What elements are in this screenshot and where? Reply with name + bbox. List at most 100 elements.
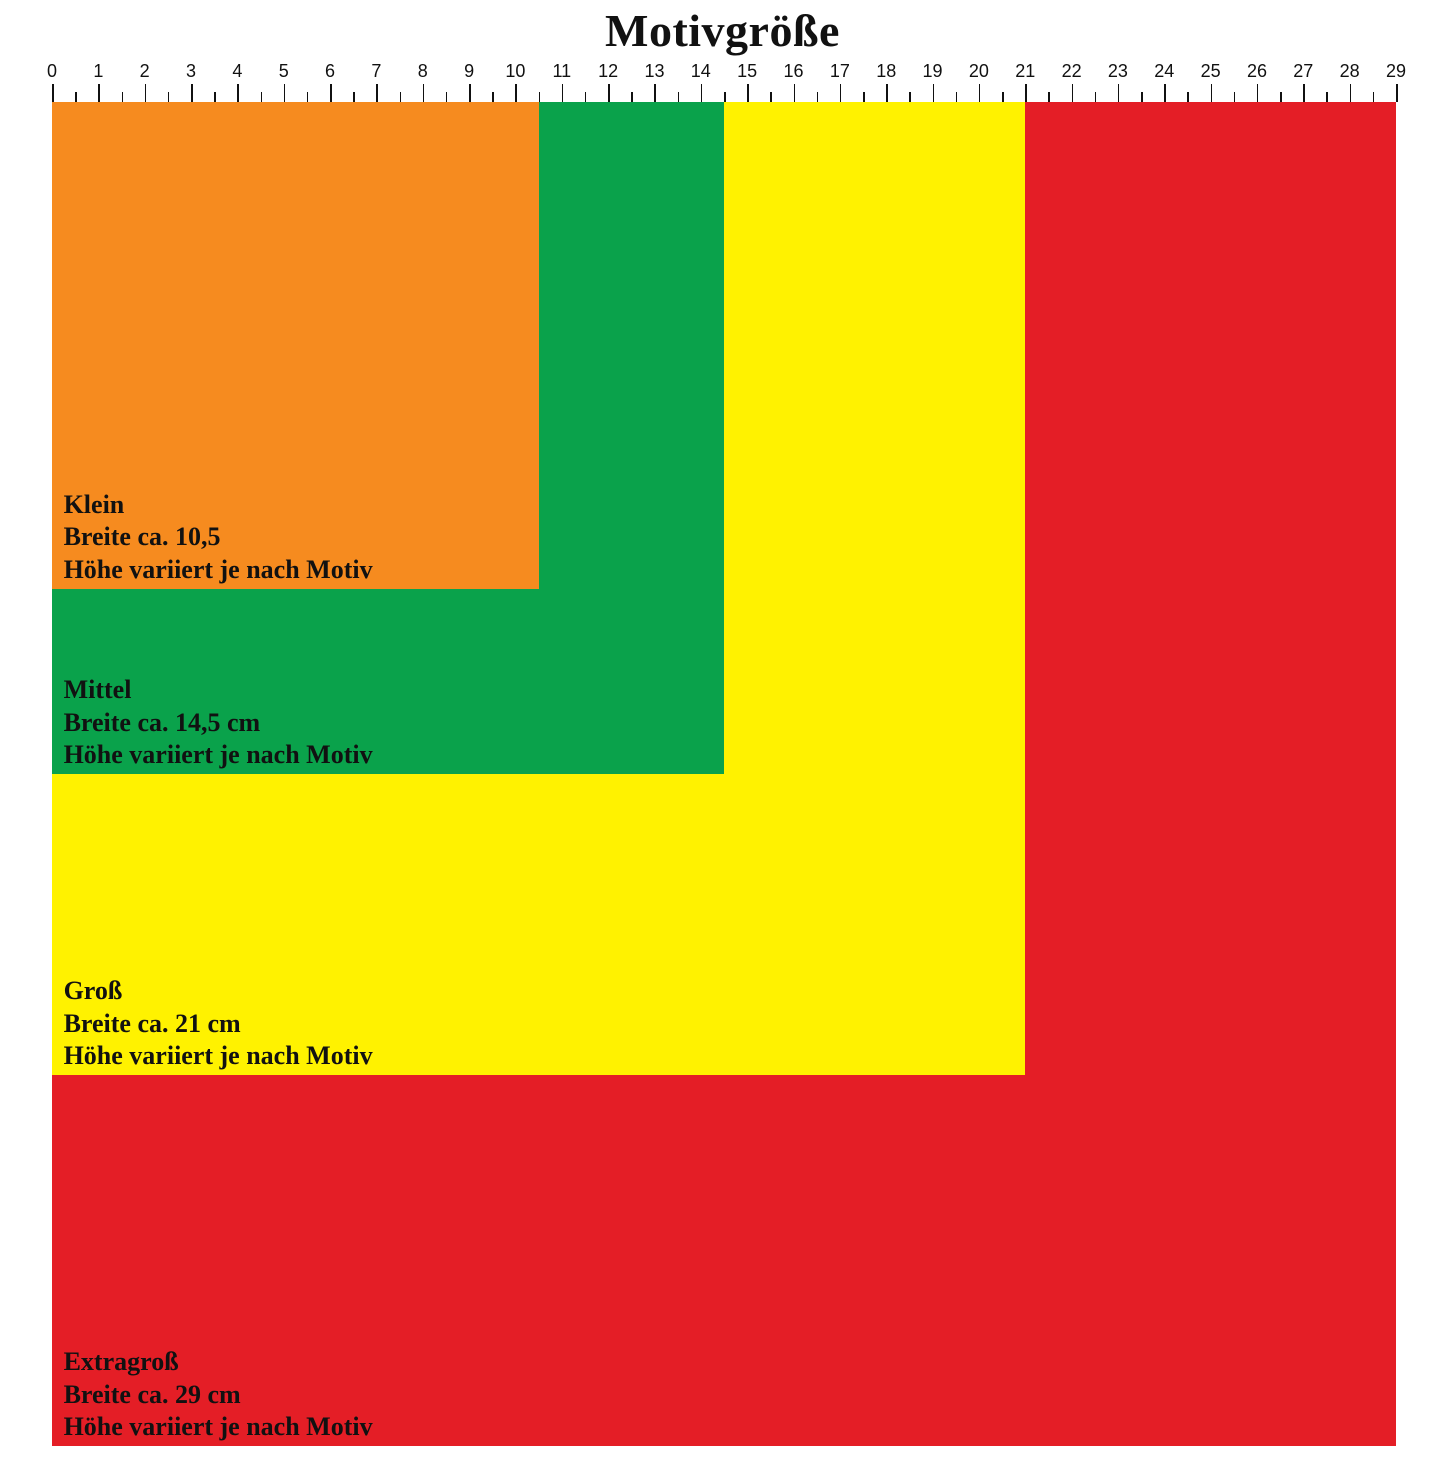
ruler-top-tick [863, 92, 865, 102]
ruler-top-label: 6 [325, 61, 335, 82]
ruler-top-tick [1187, 92, 1189, 102]
ruler-top-label: 8 [418, 61, 428, 82]
ruler-top-tick [539, 92, 541, 102]
ruler-top-tick [1118, 84, 1120, 102]
ruler-top-tick [469, 84, 471, 102]
ruler-top-label: 2 [140, 61, 150, 82]
size-label-line: Höhe variiert je nach Motiv [64, 554, 373, 587]
ruler-top-tick [747, 84, 749, 102]
ruler-top-tick [979, 84, 981, 102]
ruler-top-tick [585, 92, 587, 102]
size-label-line: Mittel [64, 674, 373, 707]
size-label-line: Breite ca. 21 cm [64, 1008, 373, 1041]
ruler-top-label: 18 [876, 61, 896, 82]
ruler-top-label: 21 [1015, 61, 1035, 82]
ruler-top-tick [794, 84, 796, 102]
ruler-top-tick [1234, 92, 1236, 102]
ruler-top-tick [168, 92, 170, 102]
ruler-top-tick [1211, 84, 1213, 102]
size-label-line: Höhe variiert je nach Motiv [64, 1040, 373, 1073]
ruler-top-tick [446, 92, 448, 102]
size-label-line: Extragroß [64, 1346, 373, 1379]
ruler-top-tick [631, 92, 633, 102]
ruler-top-tick [1350, 84, 1352, 102]
ruler-top-tick [724, 92, 726, 102]
ruler-top-label: 25 [1201, 61, 1221, 82]
ruler-top-label: 10 [505, 61, 525, 82]
ruler-top-tick [933, 84, 935, 102]
ruler-top-label: 23 [1108, 61, 1128, 82]
ruler-top-tick [886, 84, 888, 102]
ruler-top-tick [330, 84, 332, 102]
ruler-top-tick [701, 84, 703, 102]
size-label-extragroß: ExtragroßBreite ca. 29 cmHöhe variiert j… [64, 1346, 373, 1444]
size-label-line: Breite ca. 14,5 cm [64, 707, 373, 740]
ruler-top-tick [608, 84, 610, 102]
ruler-top-tick [122, 92, 124, 102]
ruler-top-tick [1257, 84, 1259, 102]
ruler-top-label: 7 [371, 61, 381, 82]
ruler-top-tick [1048, 92, 1050, 102]
ruler-top-label: 24 [1154, 61, 1174, 82]
ruler-top-label: 15 [737, 61, 757, 82]
ruler-top-label: 13 [644, 61, 664, 82]
ruler-top-tick [909, 92, 911, 102]
ruler-left: 0123456789101112131415161718192021222324… [0, 0, 52, 1445]
ruler-top-label: 12 [598, 61, 618, 82]
ruler-top-tick [423, 84, 425, 102]
ruler-top-label: 20 [969, 61, 989, 82]
ruler-top-label: 22 [1062, 61, 1082, 82]
ruler-top-tick [1072, 84, 1074, 102]
ruler-top-label: 29 [1386, 61, 1406, 82]
ruler-top-tick [1164, 84, 1166, 102]
ruler-top-tick [237, 84, 239, 102]
ruler-top-tick [840, 84, 842, 102]
ruler-top-label: 9 [464, 61, 474, 82]
ruler-top-tick [376, 84, 378, 102]
ruler-top-tick [1303, 84, 1305, 102]
ruler-top-label: 1 [93, 61, 103, 82]
ruler-top-tick [1280, 92, 1282, 102]
ruler-top-label: 26 [1247, 61, 1267, 82]
ruler-top-tick [1326, 92, 1328, 102]
ruler-top-tick [515, 84, 517, 102]
ruler-top-label: 14 [691, 61, 711, 82]
size-label-line: Klein [64, 489, 373, 522]
ruler-top-label: 28 [1340, 61, 1360, 82]
size-label-mittel: MittelBreite ca. 14,5 cmHöhe variiert je… [64, 674, 373, 772]
ruler-top-label: 27 [1293, 61, 1313, 82]
ruler-top-tick [307, 92, 309, 102]
ruler-top-tick [145, 84, 147, 102]
ruler-top-tick [261, 92, 263, 102]
ruler-top-label: 16 [784, 61, 804, 82]
ruler-top: 0123456789101112131415161718192021222324… [0, 58, 1445, 102]
ruler-top-tick [1141, 92, 1143, 102]
ruler-top-tick [400, 92, 402, 102]
size-label-line: Höhe variiert je nach Motiv [64, 1411, 373, 1444]
ruler-top-tick [817, 92, 819, 102]
diagram-title: Motivgröße [0, 4, 1445, 57]
ruler-top-tick [75, 92, 77, 102]
ruler-top-tick [492, 92, 494, 102]
size-label-line: Höhe variiert je nach Motiv [64, 739, 373, 772]
ruler-top-label: 11 [552, 61, 571, 82]
size-diagram: Motivgröße 01234567891011121314151617181… [0, 0, 1445, 1445]
ruler-top-tick [284, 84, 286, 102]
size-label-line: Breite ca. 10,5 [64, 521, 373, 554]
ruler-top-label: 4 [232, 61, 242, 82]
ruler-top-tick [562, 84, 564, 102]
ruler-top-tick [1396, 84, 1398, 102]
ruler-top-tick [353, 92, 355, 102]
ruler-top-tick [1373, 92, 1375, 102]
ruler-top-label: 3 [186, 61, 196, 82]
size-label-klein: KleinBreite ca. 10,5Höhe variiert je nac… [64, 489, 373, 587]
ruler-top-tick [770, 92, 772, 102]
ruler-top-tick [1025, 84, 1027, 102]
size-label-groß: GroßBreite ca. 21 cmHöhe variiert je nac… [64, 975, 373, 1073]
ruler-top-tick [1002, 92, 1004, 102]
ruler-top-tick [52, 84, 54, 102]
ruler-top-tick [654, 84, 656, 102]
size-label-line: Breite ca. 29 cm [64, 1379, 373, 1412]
ruler-top-label: 19 [923, 61, 943, 82]
ruler-top-tick [956, 92, 958, 102]
